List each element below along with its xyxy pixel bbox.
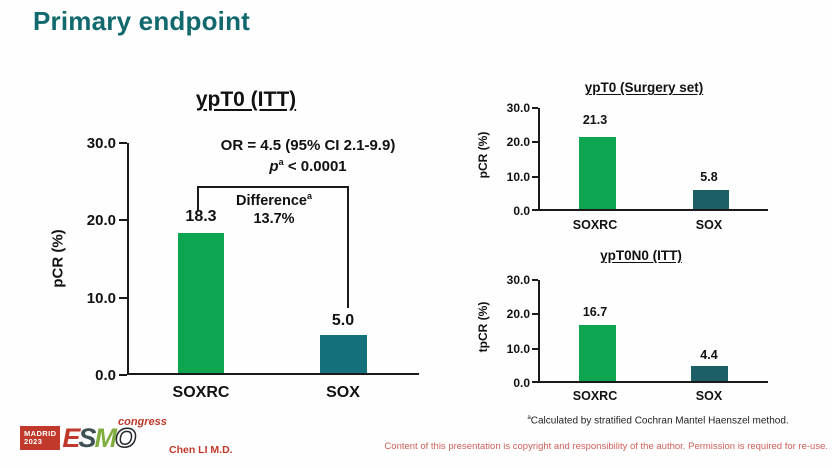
y-tick-label: 30.0 xyxy=(86,135,116,152)
difference-label: Differencea xyxy=(236,191,312,209)
bracket-right-leg xyxy=(347,186,349,308)
y-tick-mark xyxy=(532,107,538,109)
bar-value: 21.3 xyxy=(582,113,608,127)
bar-sox xyxy=(691,366,728,381)
bar-value: 16.7 xyxy=(582,305,608,319)
bar-value: 5.0 xyxy=(331,312,355,329)
y-tick-mark xyxy=(119,142,127,144)
y-tick-label: 20.0 xyxy=(86,212,116,229)
y-tick-mark xyxy=(532,209,538,211)
plot-area xyxy=(538,108,768,211)
bar-soxrc xyxy=(579,137,616,209)
x-category-soxrc: SOXRC xyxy=(572,389,618,403)
chart-title: ypT0 (Surgery set) xyxy=(584,80,704,95)
y-tick-label: 10.0 xyxy=(506,170,530,184)
p-value-annotation: pa < 0.0001 xyxy=(269,157,347,175)
x-category-soxrc: SOXRC xyxy=(172,384,230,401)
y-tick-label: 0.0 xyxy=(513,204,530,218)
x-category-sox: SOX xyxy=(695,218,723,232)
congress-label: congress xyxy=(118,416,167,428)
y-tick-label: 0.0 xyxy=(513,376,530,390)
y-tick-label: 20.0 xyxy=(506,135,530,149)
y-tick-mark xyxy=(119,374,127,376)
y-tick-mark xyxy=(532,381,538,383)
chart-title: ypT0 (ITT) xyxy=(195,88,297,111)
y-tick-label: 20.0 xyxy=(506,307,530,321)
or-annotation: OR = 4.5 (95% CI 2.1-9.9) xyxy=(220,137,396,154)
esmo-congress-logo: MADRID 2023 ESMO congress xyxy=(20,416,167,456)
y-tick-label: 30.0 xyxy=(506,101,530,115)
y-tick-label: 10.0 xyxy=(506,342,530,356)
x-category-soxrc: SOXRC xyxy=(572,218,618,232)
x-category-sox: SOX xyxy=(326,384,360,401)
bracket-left-leg xyxy=(197,186,199,211)
y-tick-label: 0.0 xyxy=(95,367,116,384)
bar-soxrc xyxy=(178,232,224,373)
bar-value: 4.4 xyxy=(700,348,718,362)
copyright-notice: Content of this presentation is copyrigh… xyxy=(384,441,828,452)
bar-sox xyxy=(320,334,367,373)
x-category-sox: SOX xyxy=(695,389,723,403)
bar-value: 5.8 xyxy=(700,170,718,184)
y-tick-mark xyxy=(119,219,127,221)
bar-soxrc xyxy=(579,324,616,381)
page-title: Primary endpoint xyxy=(33,6,251,36)
plot-area xyxy=(538,280,768,383)
bracket-horizontal-line xyxy=(197,186,349,188)
presenter-name: Chen LI M.D. xyxy=(169,444,233,456)
y-tick-mark xyxy=(119,297,127,299)
y-tick-mark xyxy=(532,348,538,350)
footnote: aCalculated by stratified Cochran Mantel… xyxy=(527,414,789,427)
bar-value: 18.3 xyxy=(185,208,217,225)
plot-area xyxy=(127,143,419,375)
bar-sox xyxy=(693,189,729,209)
difference-value: 13.7% xyxy=(253,211,295,227)
chart-title: ypT0N0 (ITT) xyxy=(600,248,682,263)
y-tick-label: 10.0 xyxy=(86,290,116,307)
esmo-logotype: ESMO xyxy=(62,423,136,453)
madrid-2023-badge: MADRID 2023 xyxy=(20,426,61,450)
y-tick-mark xyxy=(532,141,538,143)
y-axis-label: tpCR (%) xyxy=(476,301,490,353)
y-tick-label: 30.0 xyxy=(506,273,530,287)
y-tick-mark xyxy=(532,176,538,178)
y-axis-label: pCR (%) xyxy=(476,131,490,179)
y-tick-mark xyxy=(532,279,538,281)
y-tick-mark xyxy=(532,313,538,315)
